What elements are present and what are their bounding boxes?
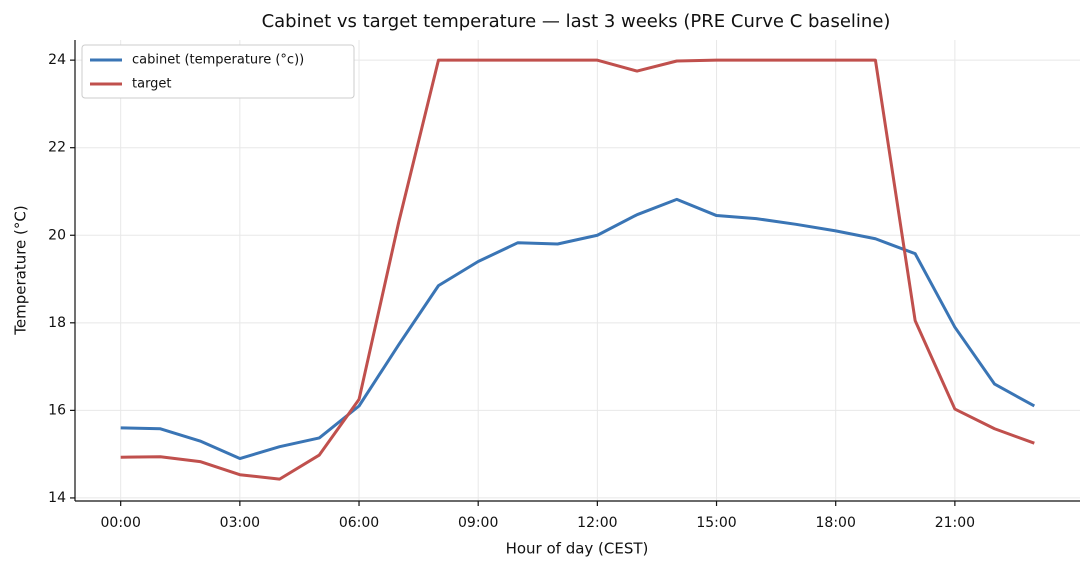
series-line [120,58,1035,481]
y-tick-label: 14 [48,490,66,506]
y-tick-label: 18 [48,315,66,331]
x-tick-label: 03:00 [220,515,260,531]
series-line [120,197,1036,461]
legend-box [81,44,355,99]
x-tick-label: 18:00 [816,515,856,531]
x-tick-label: 21:00 [935,515,975,531]
x-axis-label: Hour of day (CEST) [506,540,649,558]
x-tick-label: 15:00 [696,515,736,531]
y-tick-label: 24 [48,52,66,68]
chart-title: Cabinet vs target temperature — last 3 w… [262,11,891,32]
legend-label: target [132,77,172,92]
y-axis-label: Temperature (°C) [12,205,30,335]
x-tick-label: 09:00 [458,515,498,531]
x-tick-label: 00:00 [101,515,141,531]
legend-label: cabinet (temperature (°c)) [132,53,304,68]
x-tick-label: 12:00 [577,515,617,531]
y-tick-label: 22 [48,140,66,156]
y-tick-label: 20 [48,227,66,243]
x-tick-label: 06:00 [339,515,379,531]
y-tick-label: 16 [48,402,66,418]
